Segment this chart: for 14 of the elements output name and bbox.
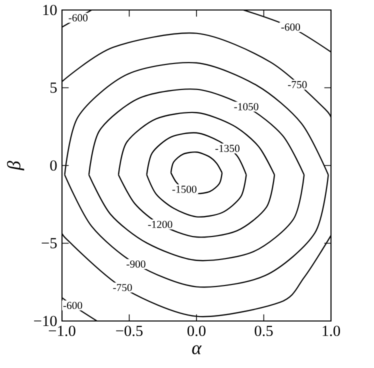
annotation: -750 (288, 81, 307, 88)
y-tick-label: 5 (50, 82, 57, 93)
x-tick-label: 1.0 (322, 326, 340, 336)
y-tick-label: 10 (43, 4, 57, 16)
y-tick-label: −5 (42, 238, 57, 248)
x-axis-title: α (192, 345, 202, 354)
x-tick-label: −0.5 (116, 326, 143, 336)
x-tick-label: −1.0 (48, 326, 76, 336)
y-tick-label: 0 (50, 160, 57, 171)
annotation: -1350 (215, 144, 240, 152)
x-tick-label: 0.0 (188, 326, 206, 336)
y-axis-title: β (7, 160, 24, 170)
x-tick-label: 0.5 (254, 326, 273, 336)
y-tick-label: −10 (34, 316, 57, 326)
